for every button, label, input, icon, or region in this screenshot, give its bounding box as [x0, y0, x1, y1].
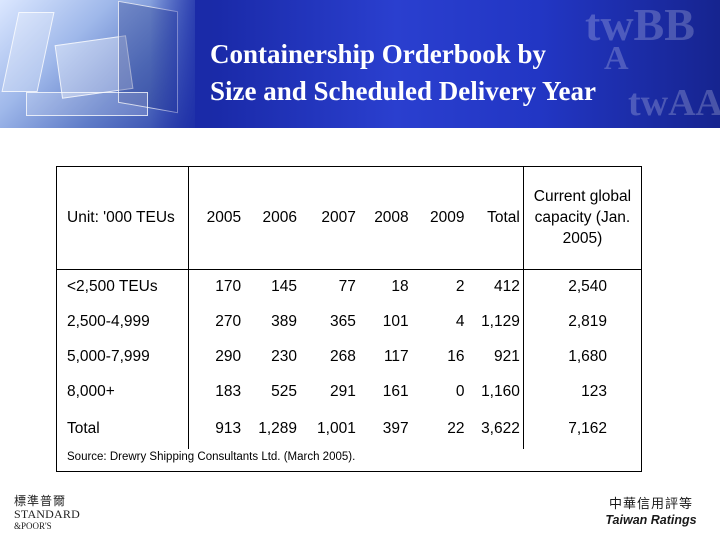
table-cell: 101: [382, 312, 409, 330]
sp-logo-standard: STANDARD: [14, 507, 80, 521]
table-cell: 22: [447, 420, 465, 437]
row-label: 2,500-4,999: [57, 304, 189, 339]
table-cell: 525: [271, 382, 297, 400]
orderbook-table-box: Unit: '000 TEUs 2005 2006 2007 2008 2009…: [56, 166, 642, 472]
table-row: 8,000+ 183 525 291 161 0 1,160 123: [57, 374, 641, 409]
page-title: Containership Orderbook by Size and Sche…: [210, 36, 596, 110]
standard-poors-logo: 標準普爾 STANDARD &POOR'S: [14, 494, 84, 531]
photo-base-shape: [26, 92, 148, 116]
source-note: Source: Drewry Shipping Consultants Ltd.…: [67, 451, 356, 463]
table-cell: 77: [338, 277, 356, 295]
taiwan-ratings-logo: 中華信用評等 Taiwan Ratings: [592, 496, 710, 528]
table-cell: 1,129: [481, 312, 520, 330]
column-header: 2007: [300, 167, 359, 270]
tr-logo-chinese: 中華信用評等: [608, 496, 693, 511]
table-cell: 268: [329, 347, 356, 365]
table-total-row: Total 913 1,289 1,001 397 22 3,622 7,162: [57, 409, 641, 449]
column-header-capacity: Current global capacity (Jan. 2005): [522, 167, 641, 270]
row-label: Total: [57, 409, 189, 449]
table-cell: 161: [382, 382, 409, 400]
tr-logo-english: Taiwan Ratings: [605, 513, 697, 527]
header-banner: twBB A twAA Containership Orderbook by S…: [0, 0, 720, 128]
photo-building-shape: [1, 12, 55, 92]
table-cell: 2: [455, 277, 465, 295]
sp-logo-poors: &POOR'S: [14, 521, 52, 531]
table-cell: 921: [493, 347, 520, 365]
table-row: <2,500 TEUs 170 145 77 18 2 412 2,540: [57, 269, 641, 304]
table-cell: 1,680: [522, 339, 641, 374]
table-cell: 145: [271, 277, 297, 295]
table-cell: 170: [215, 277, 242, 295]
table-cell: 230: [271, 347, 297, 365]
title-line-1: Containership Orderbook by: [210, 39, 547, 69]
table-cell: 412: [493, 277, 520, 295]
table-cell: 389: [271, 312, 297, 330]
column-header: 2009: [411, 167, 468, 270]
column-header: 2006: [244, 167, 300, 270]
watermark-text: twAA: [628, 82, 720, 124]
title-line-2: Size and Scheduled Delivery Year: [210, 76, 596, 106]
row-label: <2,500 TEUs: [57, 269, 189, 304]
watermark-text: twBB: [585, 0, 695, 50]
watermark-text: A: [604, 40, 629, 77]
table-cell: 397: [382, 420, 409, 437]
table-cell: 123: [522, 374, 641, 409]
table-cell: 1,001: [317, 420, 356, 437]
table-row: 2,500-4,999 270 389 365 101 4 1,129 2,81…: [57, 304, 641, 339]
table-row: 5,000-7,999 290 230 268 117 16 921 1,680: [57, 339, 641, 374]
table-cell: 4: [455, 312, 465, 330]
table-cell: 183: [215, 382, 242, 400]
table-cell: 913: [215, 420, 242, 437]
unit-label: Unit: '000 TEUs: [57, 167, 189, 270]
table-cell: 270: [215, 312, 242, 330]
table-cell: 1,289: [258, 420, 297, 437]
table-cell: 365: [329, 312, 356, 330]
table-cell: 3,622: [481, 420, 520, 437]
row-label: 8,000+: [57, 374, 189, 409]
table-cell: 16: [447, 347, 465, 365]
sp-logo-chinese: 標準普爾: [14, 494, 67, 508]
table-cell: 290: [215, 347, 242, 365]
table-cell: 2,540: [522, 269, 641, 304]
column-header: 2008: [358, 167, 412, 270]
table-cell: 117: [383, 347, 409, 365]
row-label: 5,000-7,999: [57, 339, 189, 374]
table-cell: 291: [329, 382, 356, 400]
table-cell: 2,819: [522, 304, 641, 339]
table-header-row: Unit: '000 TEUs 2005 2006 2007 2008 2009…: [57, 167, 641, 270]
table-cell: 1,160: [481, 382, 520, 400]
column-header: Total: [467, 167, 524, 270]
table-cell: 0: [455, 382, 465, 400]
table-cell: 7,162: [522, 409, 641, 449]
table-cell: 18: [391, 277, 409, 295]
orderbook-table: Unit: '000 TEUs 2005 2006 2007 2008 2009…: [57, 167, 641, 449]
photo-fade: [150, 0, 210, 128]
column-header: 2005: [188, 167, 245, 270]
